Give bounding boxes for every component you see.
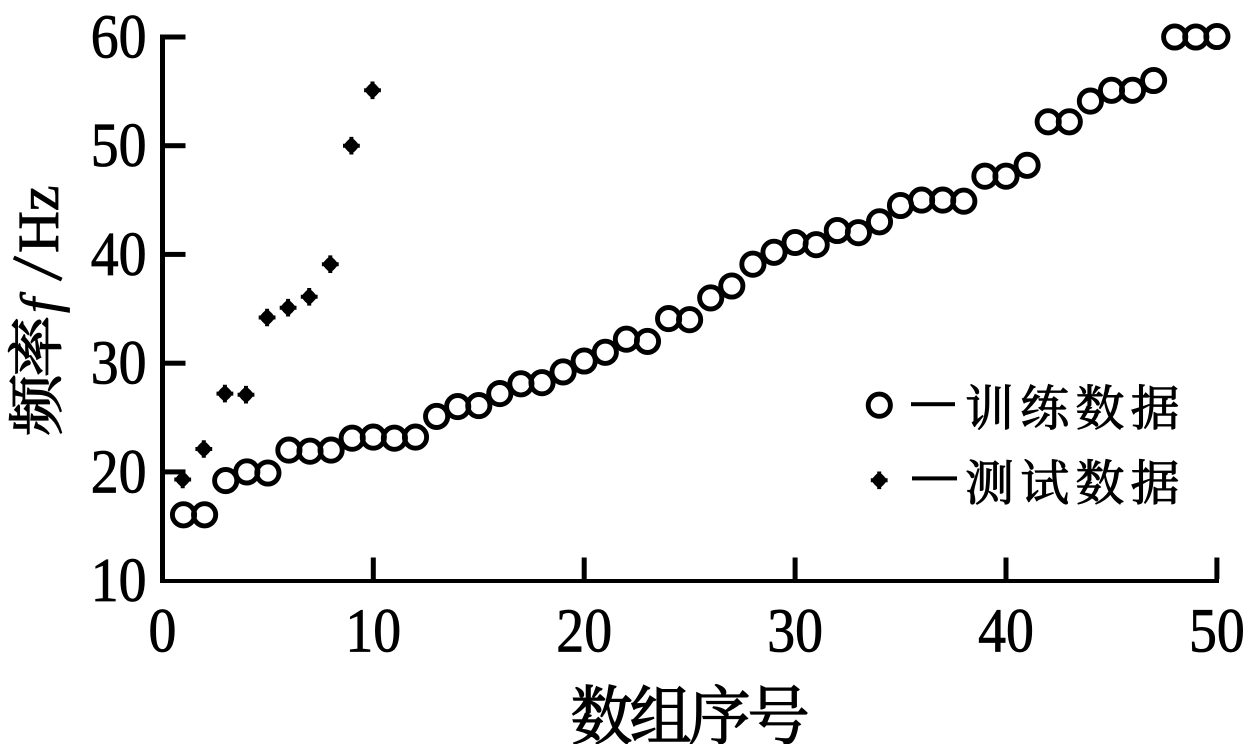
svg-text:30: 30 (767, 595, 823, 665)
svg-text:0: 0 (148, 595, 176, 665)
svg-text:50: 50 (1189, 595, 1245, 665)
svg-text:40: 40 (978, 595, 1034, 665)
svg-text:10: 10 (345, 595, 401, 665)
svg-text:10: 10 (91, 545, 147, 615)
svg-text:30: 30 (91, 328, 147, 398)
svg-text:40: 40 (91, 219, 147, 289)
svg-text:20: 20 (91, 436, 147, 506)
svg-text:Hz: Hz (6, 185, 71, 253)
svg-text:20: 20 (556, 595, 612, 665)
svg-text:50: 50 (91, 110, 147, 180)
svg-text:60: 60 (91, 1, 147, 71)
